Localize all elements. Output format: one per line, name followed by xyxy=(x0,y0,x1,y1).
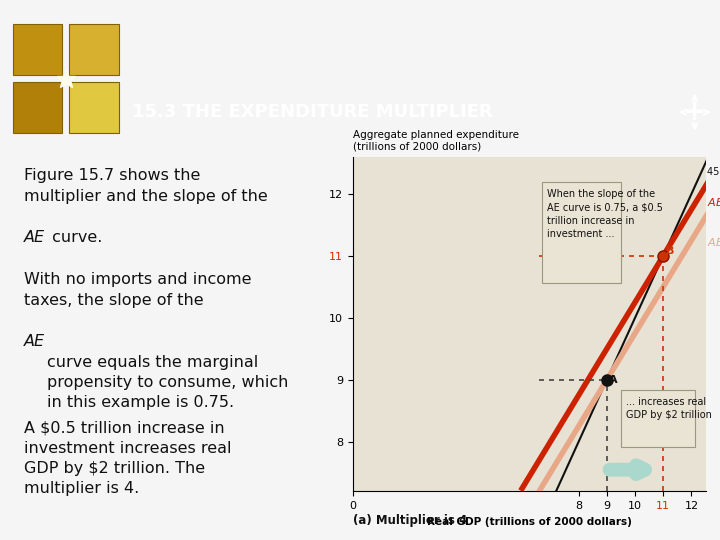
Text: A $0.5 trillion increase in
investment increases real
GDP by $2 trillion. The
mu: A $0.5 trillion increase in investment i… xyxy=(24,420,232,496)
Bar xyxy=(69,82,119,133)
Text: ... increases real
GDP by $2 trillion: ... increases real GDP by $2 trillion xyxy=(626,397,711,420)
Text: Figure 15.7 shows the
multiplier and the slope of the: Figure 15.7 shows the multiplier and the… xyxy=(24,168,268,204)
Text: curve equals the marginal
propensity to consume, which
in this example is 0.75.: curve equals the marginal propensity to … xyxy=(47,334,288,410)
Text: Aggregate planned expenditure
(trillions of 2000 dollars): Aggregate planned expenditure (trillions… xyxy=(353,130,519,152)
Text: A: A xyxy=(609,375,618,385)
Text: (a) Multiplier is 4: (a) Multiplier is 4 xyxy=(353,514,467,527)
Bar xyxy=(13,24,63,75)
FancyBboxPatch shape xyxy=(621,390,696,447)
Text: 45° line: 45° line xyxy=(707,167,720,177)
Text: With no imports and income
taxes, the slope of the: With no imports and income taxes, the sl… xyxy=(24,272,252,308)
Text: $AE_1$: $AE_1$ xyxy=(707,196,720,210)
Text: B: B xyxy=(665,246,674,256)
Text: +: + xyxy=(683,98,706,126)
Text: 15.3 THE EXPENDITURE MULTIPLIER: 15.3 THE EXPENDITURE MULTIPLIER xyxy=(132,103,492,121)
Text: curve.: curve. xyxy=(47,230,102,245)
FancyBboxPatch shape xyxy=(542,182,621,283)
Text: AE: AE xyxy=(24,334,45,349)
FancyArrowPatch shape xyxy=(610,465,645,474)
Bar xyxy=(13,82,63,133)
Text: When the slope of the
AE curve is 0.75, a $0.5
trillion increase in
investment .: When the slope of the AE curve is 0.75, … xyxy=(547,190,663,239)
Bar xyxy=(69,24,119,75)
Text: $AE_0$: $AE_0$ xyxy=(707,237,720,251)
X-axis label: Real GDP (trillions of 2000 dollars): Real GDP (trillions of 2000 dollars) xyxy=(427,517,631,526)
Text: AE: AE xyxy=(24,230,45,245)
